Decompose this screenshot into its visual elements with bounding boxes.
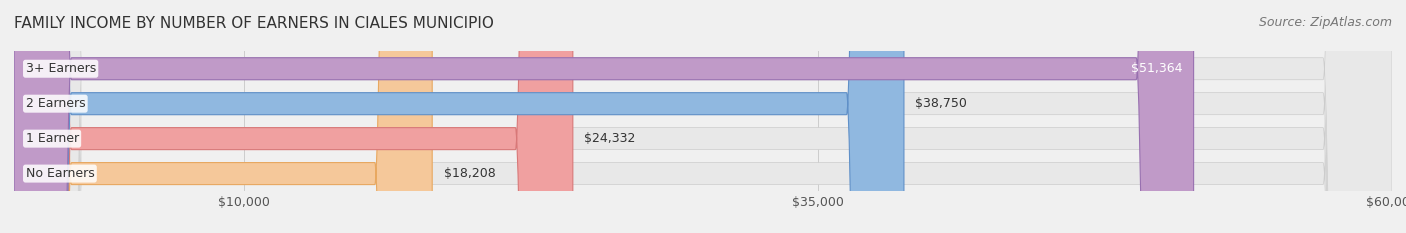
FancyBboxPatch shape: [14, 0, 1392, 233]
Text: 1 Earner: 1 Earner: [25, 132, 79, 145]
Text: Source: ZipAtlas.com: Source: ZipAtlas.com: [1258, 16, 1392, 29]
Text: 3+ Earners: 3+ Earners: [25, 62, 96, 75]
Text: 2 Earners: 2 Earners: [25, 97, 86, 110]
FancyBboxPatch shape: [14, 0, 1392, 233]
FancyBboxPatch shape: [14, 0, 1194, 233]
FancyBboxPatch shape: [14, 0, 572, 233]
Text: $51,364: $51,364: [1130, 62, 1182, 75]
Text: $18,208: $18,208: [444, 167, 495, 180]
FancyBboxPatch shape: [14, 0, 432, 233]
FancyBboxPatch shape: [14, 0, 1392, 233]
FancyBboxPatch shape: [14, 0, 904, 233]
FancyBboxPatch shape: [14, 0, 1392, 233]
Text: No Earners: No Earners: [25, 167, 94, 180]
Text: $38,750: $38,750: [915, 97, 967, 110]
Text: $24,332: $24,332: [585, 132, 636, 145]
Text: FAMILY INCOME BY NUMBER OF EARNERS IN CIALES MUNICIPIO: FAMILY INCOME BY NUMBER OF EARNERS IN CI…: [14, 16, 494, 31]
